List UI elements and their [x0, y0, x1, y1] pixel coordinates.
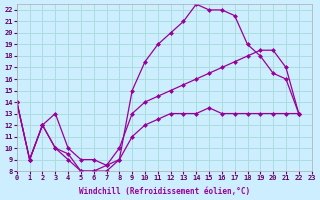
X-axis label: Windchill (Refroidissement éolien,°C): Windchill (Refroidissement éolien,°C): [79, 187, 250, 196]
